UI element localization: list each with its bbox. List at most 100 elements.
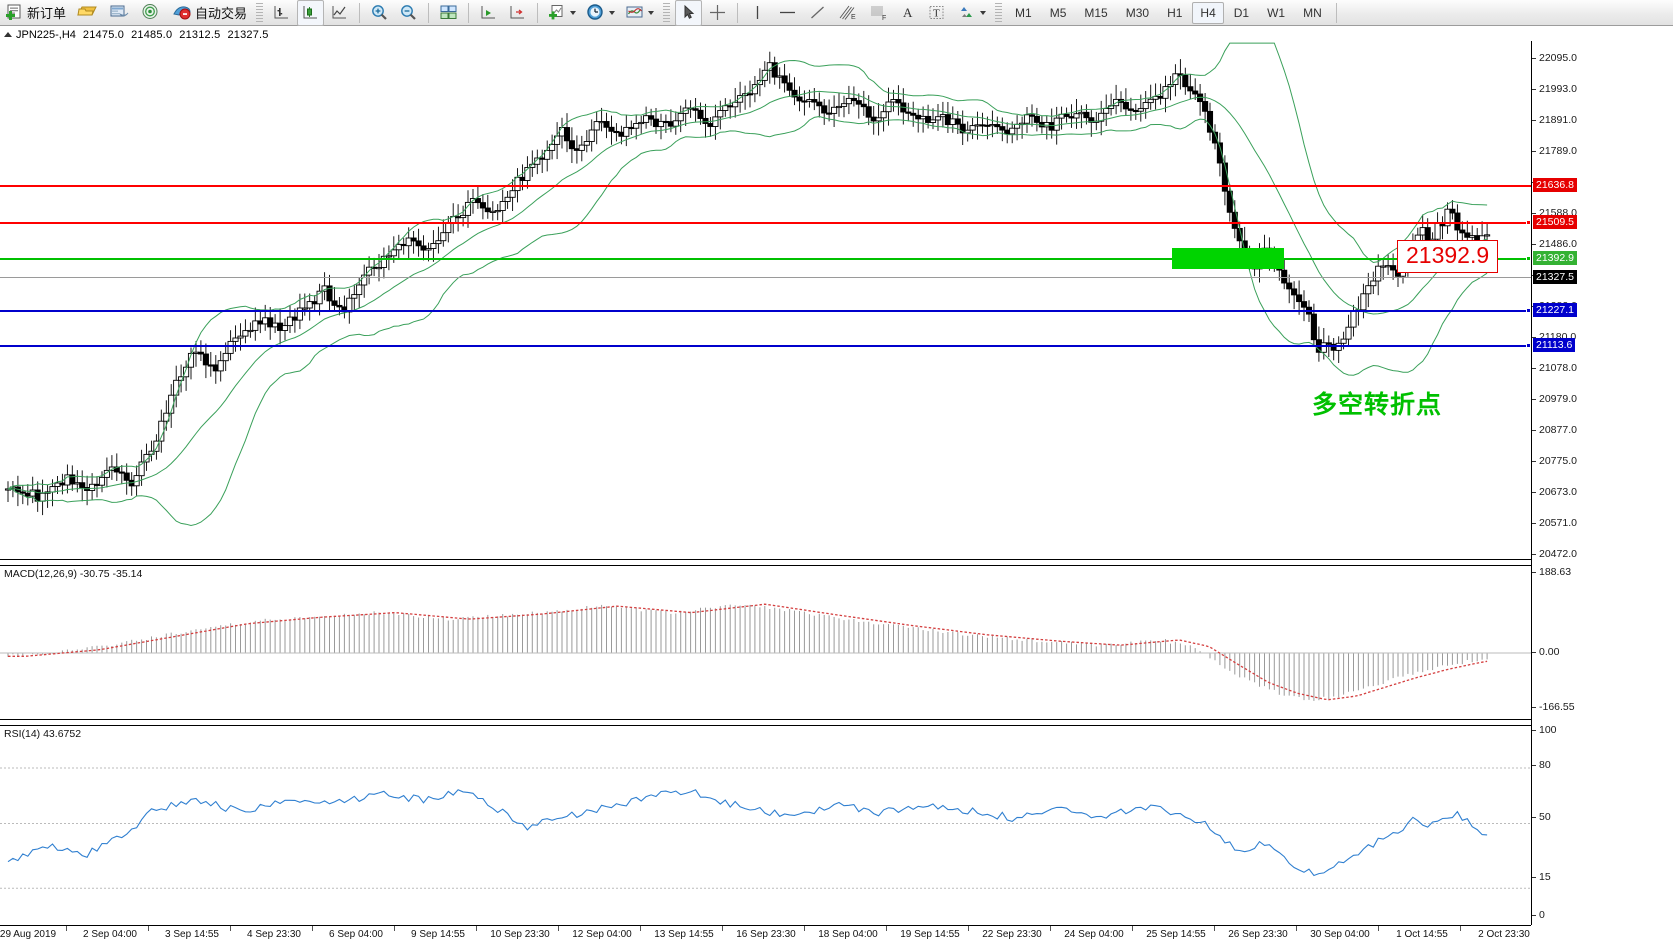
price-level-handle[interactable] [1526, 256, 1531, 261]
time-tick-label: 25 Sep 14:55 [1146, 929, 1206, 940]
crosshair-icon [710, 5, 726, 20]
candlestick-chart-button[interactable] [297, 0, 325, 26]
price-tick-label: 20673.0 [1539, 486, 1577, 498]
time-tick-label: 24 Sep 04:00 [1064, 929, 1124, 940]
toolbar-grip[interactable] [256, 2, 264, 23]
chart-shift-button[interactable] [475, 0, 502, 26]
timeframe-m15[interactable]: M15 [1084, 5, 1108, 20]
chevron-down-icon[interactable] [648, 10, 655, 15]
data-window-button[interactable] [104, 0, 134, 26]
price-level-line-21113.6[interactable] [0, 345, 1531, 347]
price-level-line-21392.9[interactable] [0, 258, 1531, 260]
arrows-tool-button[interactable] [953, 0, 990, 26]
zoom-in-icon [372, 5, 387, 20]
new-order-button[interactable]: 新订单 [1, 0, 70, 26]
price-tick-label: 21486.0 [1539, 238, 1577, 250]
line-chart-button[interactable] [326, 0, 353, 26]
time-tick-label: 9 Sep 14:55 [411, 929, 465, 940]
svg-text:T: T [933, 8, 940, 20]
time-tick-label: 1 Oct 14:55 [1396, 929, 1448, 940]
expert-advisors-button[interactable] [72, 0, 102, 26]
macd-tick: -166.55 [1532, 701, 1575, 713]
time-tick-mark [558, 926, 559, 931]
toolbar-separator [537, 2, 539, 23]
text-tool-button[interactable]: A [895, 0, 921, 26]
cursor-tool-button[interactable] [675, 0, 703, 26]
indicators-button[interactable] [544, 0, 580, 26]
fibonacci-icon: F [871, 6, 886, 22]
rsi-pane[interactable]: RSI(14) 43.6752 [0, 725, 1531, 925]
ohlc-close: 21327.5 [227, 28, 269, 41]
rsi-tick: 100 [1532, 724, 1557, 736]
price-marker-label-black[interactable]: 21327.5 [1533, 270, 1577, 284]
autotrading-button[interactable]: 自动交易 [168, 0, 251, 26]
price-level-handle[interactable] [1526, 220, 1531, 225]
price-tick: 21891.0 [1532, 114, 1577, 126]
zoom-out-button[interactable] [395, 0, 422, 26]
price-level-line-21509.5[interactable] [0, 222, 1531, 224]
rsi-tick: 80 [1532, 759, 1551, 771]
price-marker-label-red[interactable]: 21636.8 [1533, 178, 1577, 192]
time-tick-label: 3 Sep 14:55 [165, 929, 219, 940]
trendline-tool-button[interactable] [804, 0, 831, 26]
timeframe-m1[interactable]: M1 [1015, 5, 1032, 20]
main-price-pane[interactable] [0, 41, 1531, 560]
time-tick-label: 2 Oct 23:30 [1478, 929, 1530, 940]
macd-label: MACD(12,26,9) -30.75 -35.14 [4, 568, 143, 580]
price-marker-label-blue[interactable]: 21227.1 [1533, 303, 1577, 317]
bar-chart-button[interactable] [268, 0, 295, 26]
price-level-line-21636.8[interactable] [0, 185, 1531, 187]
timeframe-h1[interactable]: H1 [1167, 5, 1183, 20]
crosshair-tool-button[interactable] [704, 0, 731, 26]
timeframe-w1[interactable]: W1 [1267, 5, 1286, 20]
tile-windows-button[interactable] [435, 0, 462, 26]
macd-tick-label: 0.00 [1539, 646, 1560, 658]
price-tick: 20472.0 [1532, 548, 1577, 560]
price-level-line-21227.1[interactable] [0, 310, 1531, 312]
timeframe-h4[interactable]: H4 [1192, 1, 1224, 24]
price-scale[interactable]: 22095.021993.021891.021789.021687.021588… [1531, 41, 1673, 925]
fibonacci-tool-button[interactable]: F [864, 0, 893, 26]
price-marker-label-green[interactable]: 21392.9 [1533, 251, 1577, 265]
collapse-triangle-icon[interactable] [4, 32, 12, 37]
chart-area[interactable]: MACD(12,26,9) -30.75 -35.14 RSI(14) 43.6… [0, 41, 1673, 949]
chevron-down-icon[interactable] [980, 10, 987, 15]
time-tick-label: 13 Sep 14:55 [654, 929, 714, 940]
chevron-down-icon[interactable] [570, 10, 577, 15]
timeframe-mn[interactable]: MN [1303, 5, 1322, 20]
tile-windows-icon [440, 5, 457, 19]
ohlc-low: 21312.5 [179, 28, 221, 41]
price-callout-box[interactable]: 21392.9 [1397, 240, 1499, 273]
timeframe-d1[interactable]: D1 [1233, 5, 1250, 20]
time-scale[interactable]: 29 Aug 2019 2 Sep 04:00 3 Sep 14:55 4 Sep 2… [0, 925, 1531, 949]
horizontal-line-tool-button[interactable] [773, 0, 802, 26]
toolbar-grip[interactable] [663, 2, 671, 23]
indicator-add-icon [549, 5, 563, 20]
toolbar-grip[interactable] [995, 2, 1003, 23]
price-marker-label-red[interactable]: 21509.5 [1533, 215, 1577, 229]
text-icon: A [903, 5, 913, 20]
chart-annotation-text[interactable]: 多空转折点 [1312, 390, 1443, 419]
templates-button[interactable] [621, 0, 658, 26]
macd-pane[interactable]: MACD(12,26,9) -30.75 -35.14 [0, 565, 1531, 720]
navigator-button[interactable] [136, 0, 166, 26]
equidistant-channel-button[interactable]: E [833, 0, 862, 26]
highlight-zone-box[interactable] [1172, 248, 1284, 269]
period-separator-button[interactable] [582, 0, 619, 26]
price-level-handle[interactable] [1526, 308, 1531, 313]
zoom-in-button[interactable] [366, 0, 393, 26]
timeframe-m5[interactable]: M5 [1049, 5, 1067, 20]
price-level-handle[interactable] [1526, 343, 1531, 348]
auto-scroll-button[interactable] [504, 0, 531, 26]
toolbar-separator [737, 2, 739, 23]
time-tick-mark [1214, 926, 1215, 931]
vertical-line-tool-button[interactable] [744, 0, 771, 26]
line-chart-icon [332, 6, 347, 19]
price-tick-label: 21891.0 [1539, 114, 1577, 126]
time-tick-mark [1050, 926, 1051, 931]
chevron-down-icon[interactable] [609, 10, 616, 15]
text-label-tool-button[interactable]: T [923, 0, 951, 26]
timeframe-m30[interactable]: M30 [1125, 5, 1150, 20]
price-marker-label-blue[interactable]: 21113.6 [1533, 338, 1576, 352]
price-level-line-21327.5[interactable] [0, 277, 1531, 278]
